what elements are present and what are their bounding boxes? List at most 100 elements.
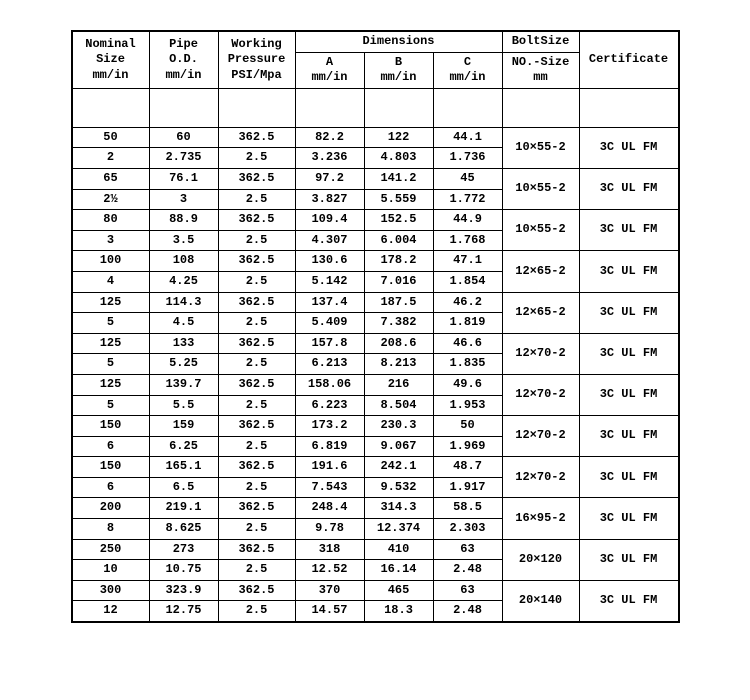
- cell: 12.75: [149, 601, 218, 622]
- cell: 2.5: [218, 519, 295, 540]
- table-row: 150165.1362.5191.6242.148.712×70-23C UL …: [72, 457, 679, 478]
- cell: 65: [72, 168, 150, 189]
- table-row: 5060362.582.212244.110×55-23C UL FM: [72, 127, 679, 148]
- cell: 5.25: [149, 354, 218, 375]
- cell: 157.8: [295, 333, 364, 354]
- cell: 6.5: [149, 477, 218, 498]
- table-row: 100108362.5130.6178.247.112×65-23C UL FM: [72, 251, 679, 272]
- cell: 12: [72, 601, 150, 622]
- spacer-row: [72, 88, 679, 127]
- cell: 158.06: [295, 374, 364, 395]
- cell: 6.223: [295, 395, 364, 416]
- cell-bolt: 12×70-2: [502, 374, 579, 415]
- cell: 44.1: [433, 127, 502, 148]
- cell: 8.213: [364, 354, 433, 375]
- cell: 88.9: [149, 210, 218, 231]
- table-row: 125133362.5157.8208.646.612×70-23C UL FM: [72, 333, 679, 354]
- cell: 2.5: [218, 313, 295, 334]
- cell: 8.504: [364, 395, 433, 416]
- cell-bolt: 20×120: [502, 539, 579, 580]
- table-row: 200219.1362.5248.4314.358.516×95-23C UL …: [72, 498, 679, 519]
- table-header: NominalSizemm/in PipeO.D.mm/in WorkingPr…: [72, 31, 679, 88]
- cell: 2.5: [218, 354, 295, 375]
- cell: 7.382: [364, 313, 433, 334]
- cell-bolt: 10×55-2: [502, 168, 579, 209]
- cell: 3.5: [149, 230, 218, 251]
- cell: 97.2: [295, 168, 364, 189]
- cell: 125: [72, 292, 150, 313]
- cell: 58.5: [433, 498, 502, 519]
- cell-bolt: 12×70-2: [502, 416, 579, 457]
- cell: 362.5: [218, 127, 295, 148]
- cell: 7.543: [295, 477, 364, 498]
- cell: 2.5: [218, 560, 295, 581]
- cell: 248.4: [295, 498, 364, 519]
- cell-cert: 3C UL FM: [579, 457, 679, 498]
- cell: 362.5: [218, 251, 295, 272]
- cell: 7.016: [364, 271, 433, 292]
- cell: 250: [72, 539, 150, 560]
- cell-cert: 3C UL FM: [579, 168, 679, 209]
- cell: 2.5: [218, 148, 295, 169]
- col-dimensions: Dimensions: [295, 31, 502, 52]
- cell: 173.2: [295, 416, 364, 437]
- cell-bolt: 16×95-2: [502, 498, 579, 539]
- cell: 9.067: [364, 436, 433, 457]
- cell: 10.75: [149, 560, 218, 581]
- table-row: 125139.7362.5158.0621649.612×70-23C UL F…: [72, 374, 679, 395]
- cell: 6.25: [149, 436, 218, 457]
- cell: 63: [433, 539, 502, 560]
- cell: 5.559: [364, 189, 433, 210]
- cell: 362.5: [218, 374, 295, 395]
- cell: 139.7: [149, 374, 218, 395]
- cell: 109.4: [295, 210, 364, 231]
- col-dim-a: Amm/in: [295, 52, 364, 88]
- cell: 4: [72, 271, 150, 292]
- cell-cert: 3C UL FM: [579, 127, 679, 168]
- cell: 187.5: [364, 292, 433, 313]
- cell: 125: [72, 333, 150, 354]
- spec-table: NominalSizemm/in PipeO.D.mm/in WorkingPr…: [71, 30, 680, 623]
- cell: 362.5: [218, 333, 295, 354]
- cell-cert: 3C UL FM: [579, 498, 679, 539]
- col-certificate: Certificate: [579, 31, 679, 88]
- cell: 165.1: [149, 457, 218, 478]
- cell-cert: 3C UL FM: [579, 210, 679, 251]
- cell: 141.2: [364, 168, 433, 189]
- cell: 49.6: [433, 374, 502, 395]
- cell-bolt: 12×65-2: [502, 292, 579, 333]
- table-row: 150159362.5173.2230.35012×70-23C UL FM: [72, 416, 679, 437]
- cell: 46.2: [433, 292, 502, 313]
- cell: 2.303: [433, 519, 502, 540]
- cell: 44.9: [433, 210, 502, 231]
- cell: 63: [433, 580, 502, 601]
- cell: 178.2: [364, 251, 433, 272]
- cell: 3: [149, 189, 218, 210]
- cell: 410: [364, 539, 433, 560]
- cell: 370: [295, 580, 364, 601]
- cell: 6.819: [295, 436, 364, 457]
- cell: 137.4: [295, 292, 364, 313]
- cell: 1.917: [433, 477, 502, 498]
- table-row: 6576.1362.597.2141.24510×55-23C UL FM: [72, 168, 679, 189]
- cell: 3.236: [295, 148, 364, 169]
- cell-bolt: 20×140: [502, 580, 579, 622]
- cell: 200: [72, 498, 150, 519]
- cell: 108: [149, 251, 218, 272]
- cell: 47.1: [433, 251, 502, 272]
- table-row: 125114.3362.5137.4187.546.212×65-23C UL …: [72, 292, 679, 313]
- cell: 9.532: [364, 477, 433, 498]
- cell: 14.57: [295, 601, 364, 622]
- cell: 133: [149, 333, 218, 354]
- cell: 4.25: [149, 271, 218, 292]
- cell-cert: 3C UL FM: [579, 374, 679, 415]
- cell-cert: 3C UL FM: [579, 333, 679, 374]
- cell: 16.14: [364, 560, 433, 581]
- cell: 362.5: [218, 168, 295, 189]
- cell: 2.5: [218, 189, 295, 210]
- cell: 300: [72, 580, 150, 601]
- cell: 10: [72, 560, 150, 581]
- cell: 100: [72, 251, 150, 272]
- cell: 18.3: [364, 601, 433, 622]
- cell-bolt: 12×70-2: [502, 457, 579, 498]
